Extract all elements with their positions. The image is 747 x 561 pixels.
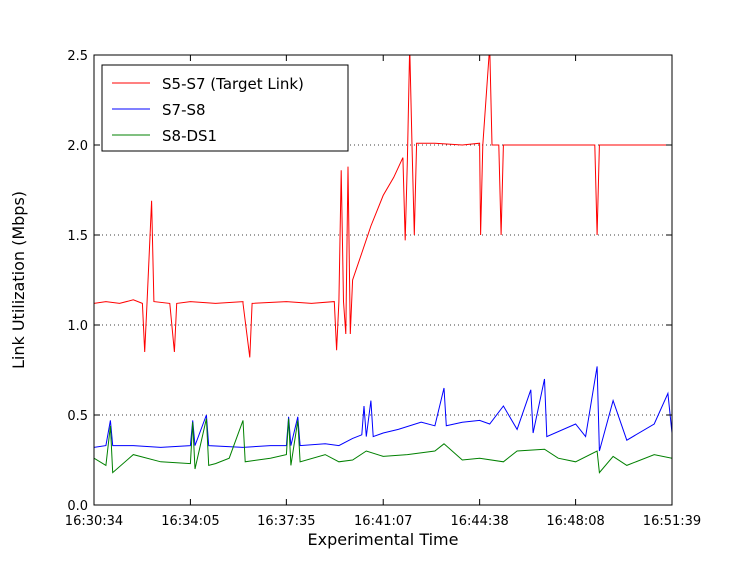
legend-entry-label: S7-S8: [162, 101, 206, 119]
y-tick-label: 1.5: [67, 229, 88, 244]
legend-box: [101, 64, 349, 152]
y-tick-label: 0.0: [67, 499, 88, 514]
y-tick-label: 2.0: [67, 139, 88, 154]
series-line-2: [94, 418, 672, 474]
series-line-1: [94, 366, 672, 452]
x-tick-label: 16:51:39: [643, 514, 701, 529]
grid-lines: [94, 144, 672, 416]
x-tick-label: 16:34:05: [161, 514, 219, 529]
y-axis-label: Link Utilization (Mbps): [9, 191, 28, 369]
x-tick-label: 16:44:38: [450, 514, 508, 529]
series-line-0: [94, 55, 672, 358]
y-axis: 0.0 0.5 1.0 1.5 2.0 2.5: [67, 49, 672, 514]
x-axis: 16:30:34 16:34:05 16:37:35 16:41:07 16:44:38…: [65, 55, 701, 529]
legend-entry-label: S5-S7 (Target Link): [162, 75, 304, 93]
x-tick-label: 16:48:08: [546, 514, 604, 529]
x-tick-label: 16:37:35: [257, 514, 315, 529]
x-axis-label: Experimental Time: [308, 530, 459, 549]
legend-entry-label: S8-DS1: [162, 127, 217, 145]
plot-series: [94, 55, 672, 474]
y-tick-label: 2.5: [67, 49, 88, 64]
y-tick-label: 0.5: [67, 409, 88, 424]
legend: S5-S7 (Target Link) S7-S8 S8-DS1: [101, 64, 349, 152]
y-tick-label: 1.0: [67, 319, 88, 334]
x-tick-label: 16:41:07: [354, 514, 412, 529]
x-tick-label: 16:30:34: [65, 514, 123, 529]
